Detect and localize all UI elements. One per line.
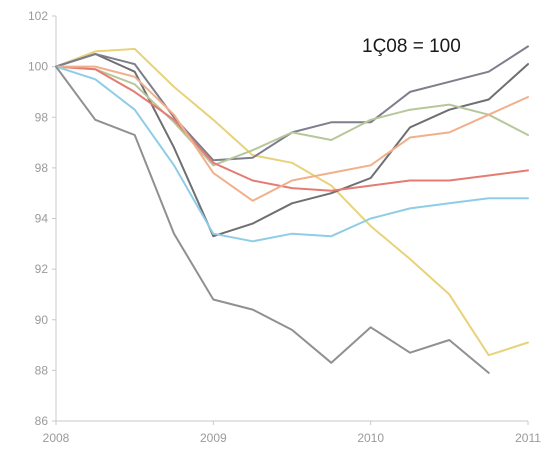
- series-line-4: [55, 65, 529, 167]
- y-tick-label: 86: [35, 414, 49, 428]
- y-tick-label: 90: [35, 313, 49, 327]
- base-annotation: 1Ç08 = 100: [362, 36, 461, 57]
- x-tick-label: 2010: [357, 431, 384, 445]
- series-line-1: [55, 47, 529, 357]
- series-line-2: [55, 53, 529, 238]
- y-tick-label: 98: [35, 110, 49, 124]
- series-line-5: [55, 65, 529, 192]
- series-line-6: [55, 65, 529, 202]
- y-tick-label: 92: [35, 262, 49, 276]
- y-tick-label: 88: [35, 363, 49, 377]
- x-tick-label: 2011: [515, 431, 541, 445]
- series-line-8: [55, 65, 490, 374]
- x-tick-label: 2009: [200, 431, 227, 445]
- series-layer: [55, 45, 529, 374]
- x-tick-label: 2008: [43, 431, 70, 445]
- y-tick-label: 94: [35, 212, 49, 226]
- y-tick-label: 102: [28, 9, 48, 23]
- axes: 86 88 90 92 94 98 98 100 102 2008 2009 2010 2011: [28, 9, 541, 445]
- y-tick-label: 100: [28, 60, 48, 74]
- series-line-7: [55, 65, 529, 243]
- y-tick-label: 98: [35, 161, 49, 175]
